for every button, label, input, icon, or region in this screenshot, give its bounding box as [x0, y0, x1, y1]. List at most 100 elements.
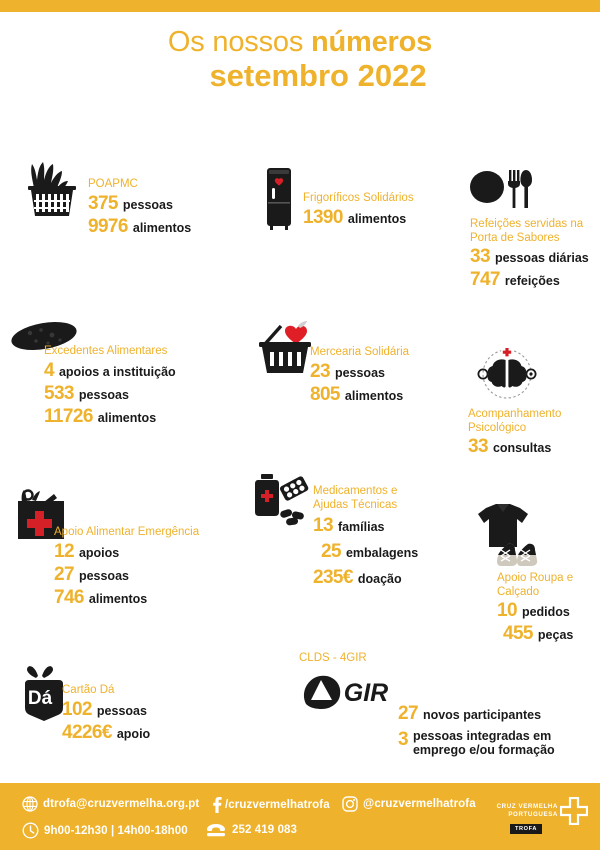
stat-row: 10 pedidos — [497, 600, 573, 622]
stat-number: 33 — [468, 436, 489, 458]
telephone-icon — [205, 822, 227, 838]
stat-number: 9976 — [88, 215, 128, 237]
emergency-kit-icon — [10, 482, 72, 549]
stat-number: 27 — [398, 703, 419, 724]
stat-number: 375 — [88, 192, 119, 214]
stat-row: 235€ doação — [313, 567, 418, 589]
stat-number: 533 — [44, 382, 75, 404]
stat-number: 3 — [398, 729, 409, 750]
page-subtitle: setembro 2022 — [209, 57, 427, 93]
stat-row: 102 pessoas — [62, 699, 150, 721]
stat-number: 33 — [470, 246, 491, 268]
stat-row: 1390 alimentos — [303, 207, 414, 229]
footer-instagram-text: @cruzvermelhatrofa — [363, 798, 476, 810]
stat-number: 23 — [310, 360, 331, 382]
stat-clds: 27 novos participantes 3 pessoas integra… — [398, 702, 573, 757]
stat-label: POAPMC — [88, 178, 138, 190]
stat-unit: embalagens — [345, 546, 419, 561]
page-footer: dtrofa@cruzvermelha.org.pt /cruzvermelha… — [0, 783, 600, 850]
stat-number: 805 — [310, 383, 341, 405]
stat-number: 12 — [54, 540, 75, 562]
stat-row: 9976 alimentos — [88, 216, 191, 238]
medicine-icon — [250, 472, 316, 533]
clothing-shoes-icon — [460, 500, 560, 577]
stat-unit: refeições — [504, 274, 560, 289]
stat-unit: alimentos — [88, 591, 148, 606]
refrigerator-icon — [262, 168, 296, 235]
gift-logo-text: Dá — [28, 688, 53, 709]
stat-label-line1: Medicamentos e — [313, 485, 398, 497]
stat-poapmc: POAPMC 375 pessoas 9976 alimentos — [88, 178, 191, 238]
stat-row: 805 alimentos — [310, 384, 409, 406]
stat-label-line1: Refeições servidas na — [470, 218, 584, 230]
stat-unit: peças — [537, 628, 574, 643]
footer-phone[interactable]: 252 419 083 — [205, 822, 297, 838]
footer-instagram[interactable]: @cruzvermelhatrofa — [342, 796, 476, 812]
stat-row: 33 pessoas diárias — [470, 246, 589, 268]
stat-label: Apoio Alimentar Emergência — [54, 526, 200, 538]
stat-row: 747 refeições — [470, 269, 589, 291]
agir-logo: GIR — [300, 668, 400, 717]
footer-facebook-text: /cruzvermelhatrofa — [225, 798, 330, 811]
stat-refeicoes: Refeições servidas na Porta de Sabores 3… — [470, 218, 589, 291]
stat-label: Mercearia Solidária — [310, 346, 410, 358]
stat-row: 746 alimentos — [54, 587, 199, 609]
stat-row: 11726 alimentos — [44, 406, 176, 428]
stat-unit: pessoas — [78, 387, 129, 402]
facebook-icon — [212, 796, 224, 813]
footer-email[interactable]: dtrofa@cruzvermelha.org.pt — [22, 796, 199, 812]
agir-logo-text: GIR — [344, 679, 388, 707]
stat-frigorificos: Frigoríficos Solidários 1390 alimentos — [303, 192, 414, 229]
stat-label-line1: Acompanhamento — [468, 408, 562, 420]
stat-unit: pessoas — [122, 197, 173, 212]
plate-cutlery-icon — [470, 170, 536, 219]
stat-number: 11726 — [44, 405, 93, 427]
stat-row: 455 peças — [503, 623, 573, 645]
stat-number: 10 — [497, 600, 518, 622]
gift-card-icon: Dá — [12, 664, 68, 727]
stat-row: 4226€ apoio — [62, 722, 150, 744]
stat-label-line1: Apoio Roupa e — [497, 572, 574, 584]
stat-number: 1390 — [303, 206, 343, 228]
stat-label: Excedentes Alimentares — [44, 345, 168, 357]
instagram-icon — [342, 796, 358, 812]
top-accent-bar — [0, 0, 600, 12]
stat-number: 455 — [503, 623, 534, 645]
stat-number: 102 — [62, 698, 93, 720]
grocery-basket-icon — [14, 150, 90, 231]
footer-hours: 9h00-12h30 | 14h00-18h00 — [22, 822, 188, 839]
stat-unit: alimentos — [97, 410, 157, 425]
stat-roupa: Apoio Roupa e Calçado 10 pedidos 455 peç… — [497, 572, 573, 645]
stat-unit: famílias — [337, 520, 385, 535]
stat-emergencia: Apoio Alimentar Emergência 12 apoios 27 … — [54, 526, 199, 609]
stat-unit: pessoas — [334, 365, 385, 380]
stat-row: 25 embalagens — [321, 541, 418, 563]
stat-row: 375 pessoas — [88, 193, 191, 215]
stat-row: 33 consultas — [468, 436, 561, 458]
stat-unit: pessoas — [96, 703, 147, 718]
globe-icon — [22, 796, 38, 812]
cruz-vermelha-logo: CRUZ VERMELHA PORTUGUESA TROFA — [496, 793, 588, 841]
stat-unit: alimentos — [347, 211, 407, 226]
stat-label: Cartão Dá — [62, 684, 115, 696]
stat-label-line2: Psicológico — [468, 421, 527, 434]
stat-unit: apoio — [116, 726, 151, 741]
stat-row: 27 pessoas — [54, 564, 199, 586]
stat-label-line2: Ajudas Técnicas — [313, 498, 398, 511]
stat-row: 4 apoios a instituição — [44, 360, 176, 382]
logo-badge: TROFA — [510, 824, 542, 834]
stat-unit: doação — [357, 572, 402, 587]
stat-number: 235€ — [313, 567, 353, 589]
stat-row: 27 novos participantes — [398, 703, 573, 725]
bread-loaf-icon — [8, 316, 80, 361]
stat-number: 27 — [54, 563, 75, 585]
stat-unit: pessoas — [78, 568, 129, 583]
stat-label: Frigoríficos Solidários — [303, 192, 414, 204]
stat-row: 23 pessoas — [310, 361, 409, 383]
clock-icon — [22, 822, 39, 839]
stat-unit: alimentos — [344, 388, 404, 403]
stat-number: 4226€ — [62, 721, 112, 743]
stat-unit: novos participantes — [422, 708, 542, 722]
footer-facebook[interactable]: /cruzvermelhatrofa — [212, 796, 330, 813]
title-bold-part: números — [310, 25, 433, 58]
